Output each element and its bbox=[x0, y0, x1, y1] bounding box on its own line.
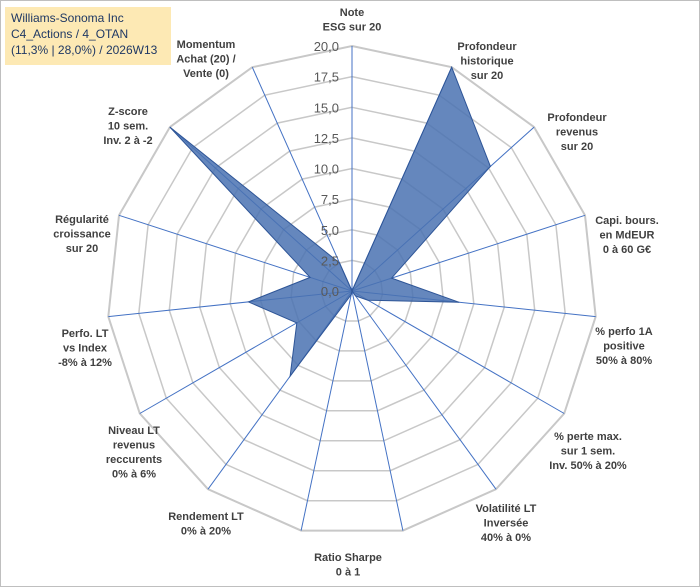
tick-label: 10,0 bbox=[314, 162, 339, 177]
axis-label: Volatilité LT Inversée 40% à 0% bbox=[476, 503, 537, 544]
axis-spoke bbox=[351, 290, 497, 490]
tick-label: 15,0 bbox=[314, 100, 339, 115]
tick-label: 7,5 bbox=[321, 192, 339, 207]
axis-label: Capi. bours. en MdEUR 0 à 60 G€ bbox=[595, 215, 659, 256]
title-box: Williams-Sonoma Inc C4_Actions / 4_OTAN … bbox=[5, 7, 171, 65]
axis-spoke bbox=[351, 290, 565, 414]
axis-label: Profondeur historique sur 20 bbox=[457, 41, 517, 82]
gridline-ring bbox=[229, 167, 475, 412]
axis-label: Rendement LT 0% à 20% bbox=[168, 511, 244, 538]
axis-label: Momentum Achat (20) / Vente (0) bbox=[176, 39, 235, 80]
gridline-ring bbox=[259, 198, 445, 382]
axis-spoke bbox=[300, 290, 353, 531]
tick-label: 0,0 bbox=[321, 284, 339, 299]
tick-label: 5,0 bbox=[321, 223, 339, 238]
axis-spoke bbox=[251, 66, 353, 292]
gridline-ring bbox=[198, 137, 506, 442]
title-line-category: C4_Actions / 4_OTAN bbox=[11, 27, 129, 41]
label-layer: Note ESG sur 20 Profondeur historique sur 20… bbox=[53, 7, 659, 579]
axis-label: Perfo. LT vs Index -8% à 12% bbox=[58, 328, 112, 369]
axis-label: Ratio Sharpe 0 à 1 bbox=[314, 552, 382, 579]
gridline-ring bbox=[138, 75, 566, 502]
axis-label: % perte max. sur 1 sem. Inv. 50% à 20% bbox=[549, 431, 627, 472]
axis-spoke bbox=[351, 290, 404, 531]
gridline-ring bbox=[107, 44, 597, 532]
axis-label: Note ESG sur 20 bbox=[323, 7, 382, 34]
tick-label: 12,5 bbox=[314, 131, 339, 146]
axis-label: Niveau LT revenus reccurents 0% à 6% bbox=[106, 425, 162, 481]
series-area bbox=[169, 65, 491, 379]
title-line-company: Williams-Sonoma Inc bbox=[11, 11, 124, 25]
tick-label: 2,5 bbox=[321, 253, 339, 268]
tick-layer: 0,0 2,5 5,0 7,5 10,0 12,5 15,0 17,5 20,0 bbox=[314, 39, 339, 299]
axis-label: % perfo 1A positive 50% à 80% bbox=[595, 326, 653, 367]
axis-label: Profondeur revenus sur 20 bbox=[547, 112, 607, 153]
gridline-ring bbox=[168, 106, 536, 472]
series-layer bbox=[169, 65, 491, 379]
title-line-stats: (11,3% | 28,0%) / 2026W13 bbox=[11, 43, 158, 57]
axis-label: Z-score 10 sem. Inv. 2 à -2 bbox=[103, 106, 152, 147]
axis-label: Régularité croissance sur 20 bbox=[53, 214, 110, 255]
tick-label: 20,0 bbox=[314, 39, 339, 54]
tick-label: 17,5 bbox=[314, 70, 339, 85]
